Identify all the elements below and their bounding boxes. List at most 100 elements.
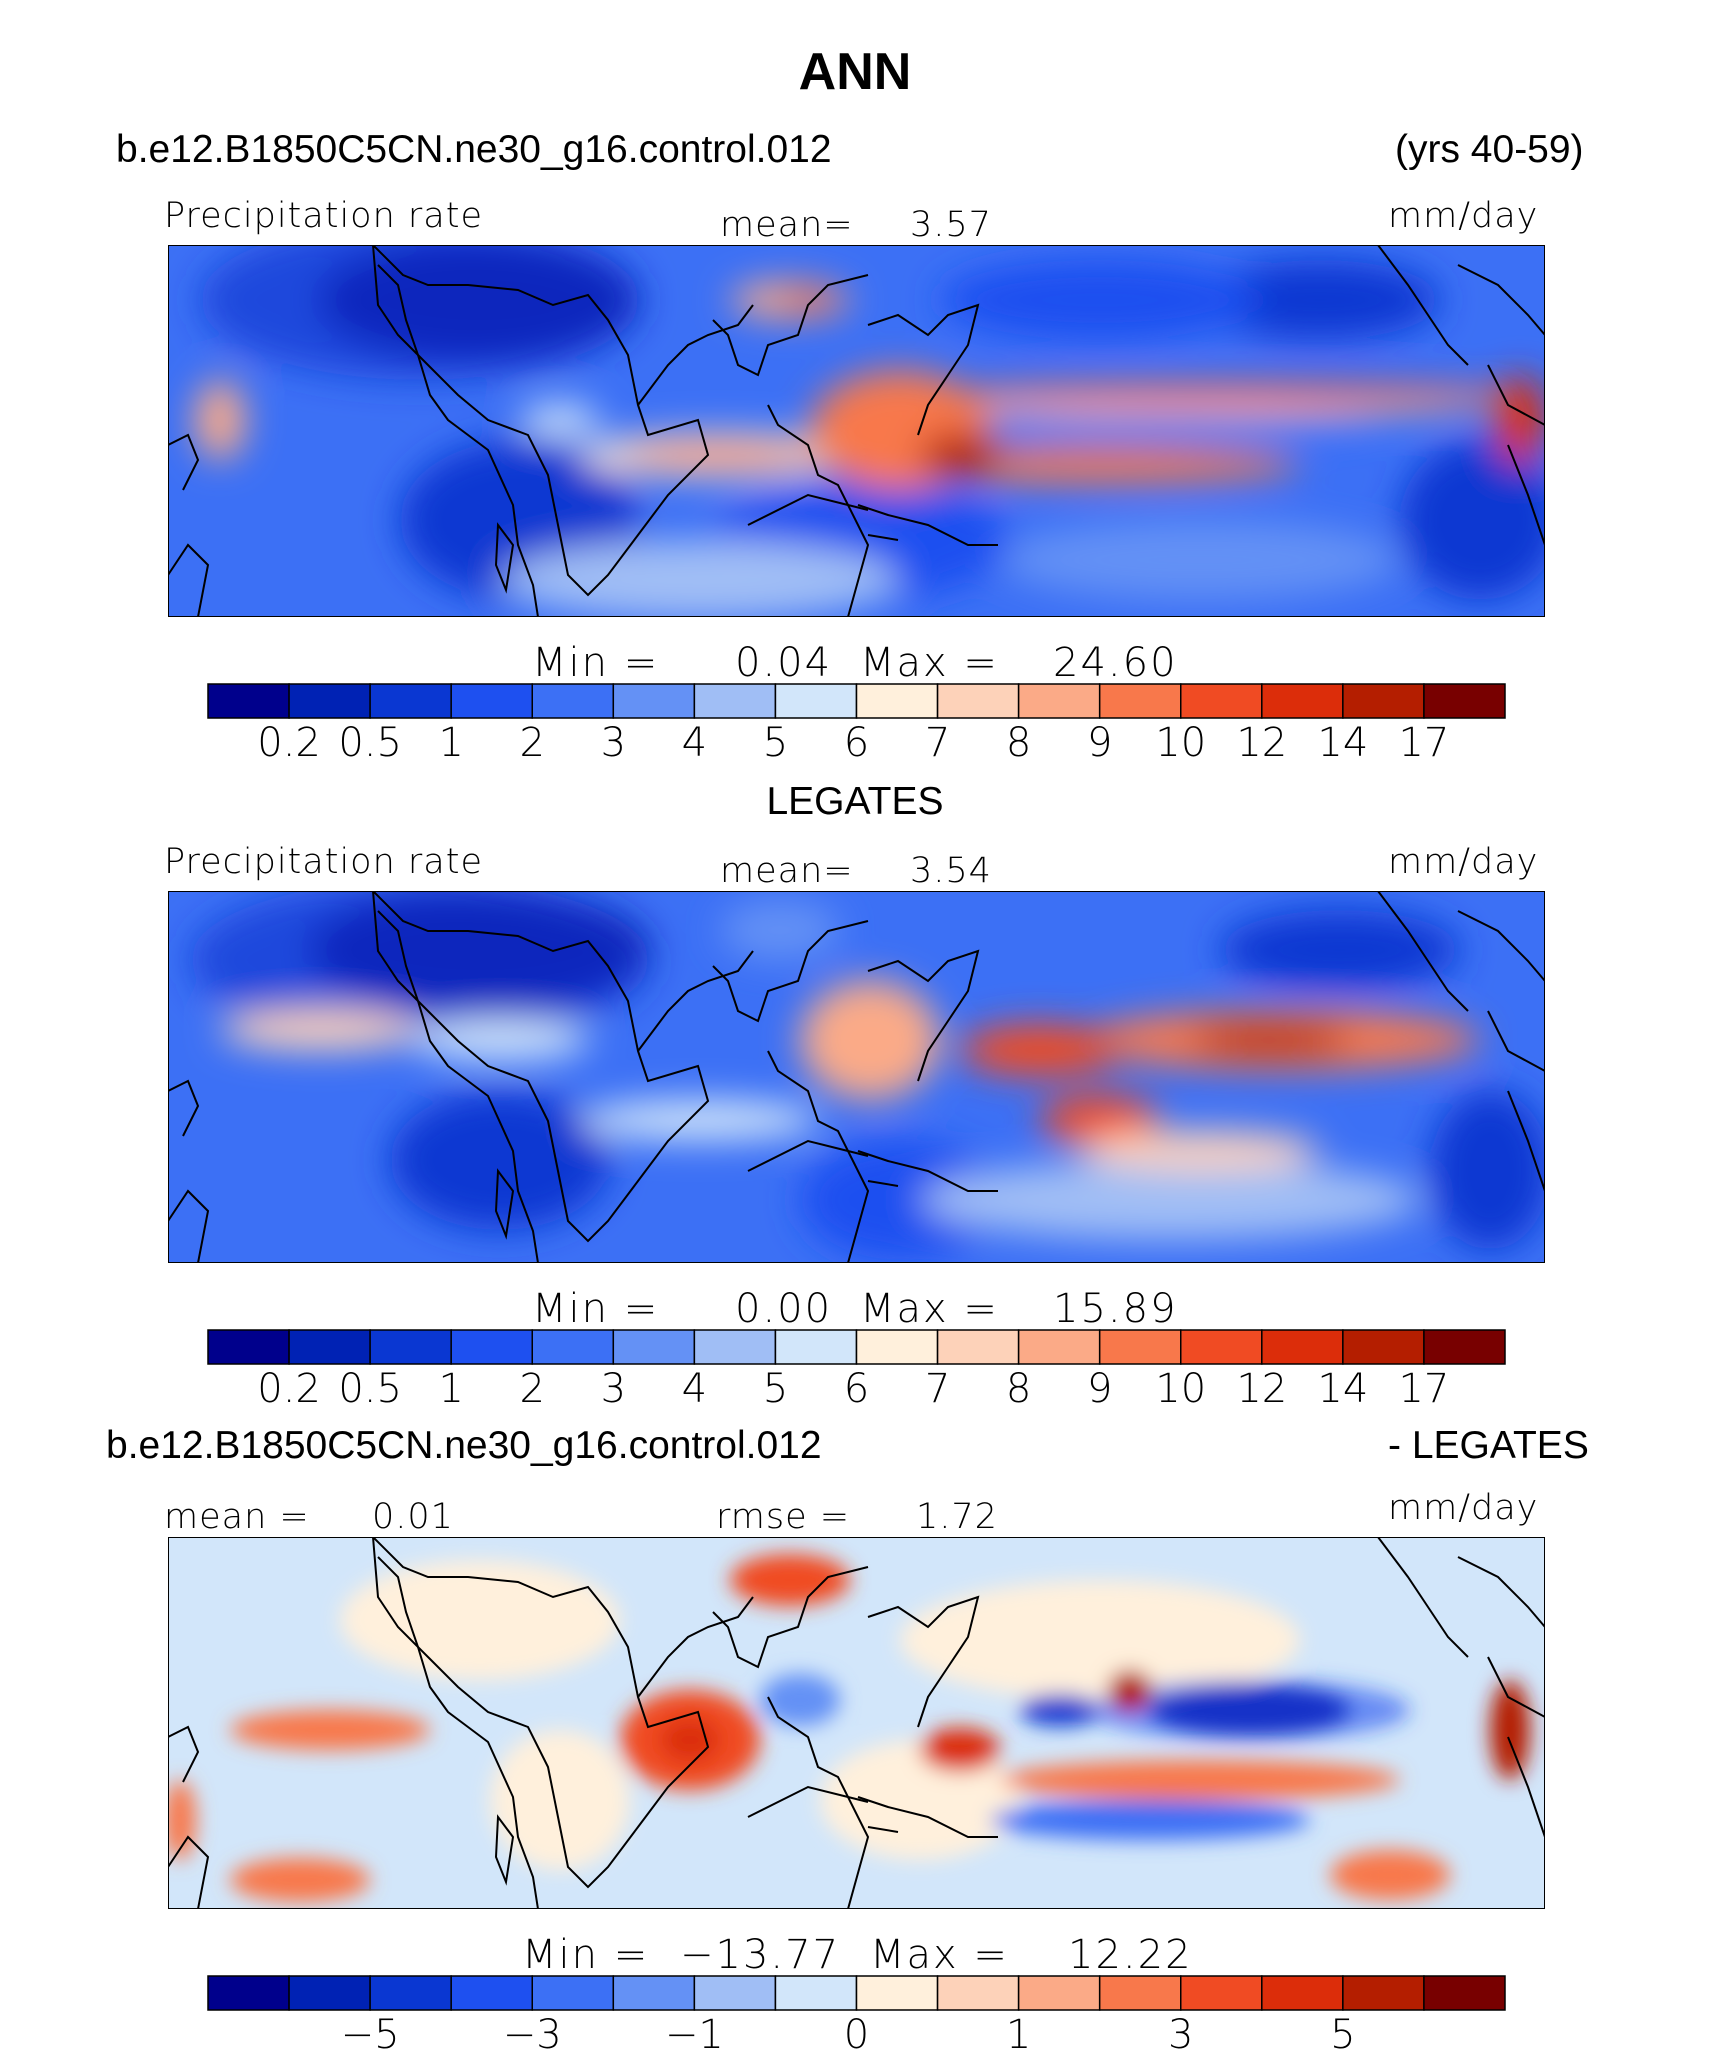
colorbar-tick-label: −1 xyxy=(664,2012,724,2058)
panel1-map xyxy=(168,245,1545,617)
colorbar-swatch xyxy=(1261,1329,1344,1365)
colorbar-tick-label: 5 xyxy=(762,720,789,766)
colorbar-swatch xyxy=(693,1329,777,1365)
colorbar-tick-label: 9 xyxy=(1086,1366,1113,1412)
panel3-max-label: Max = xyxy=(870,1932,1009,1978)
panel2-mean-value: 3.54 xyxy=(910,851,992,891)
panel1-max-value: 24.60 xyxy=(1053,640,1178,686)
colorbar-swatch xyxy=(774,1975,858,2011)
colorbar-swatch xyxy=(936,1329,1020,1365)
colorbar-tick-label: 6 xyxy=(843,1366,870,1412)
colorbar-swatch xyxy=(1017,683,1101,719)
colorbar-swatch xyxy=(1261,683,1344,719)
colorbar-tick-label: 5 xyxy=(762,1366,789,1412)
colorbar-swatch xyxy=(1342,1975,1425,2011)
colorbar-tick-label: 0.5 xyxy=(338,1366,402,1412)
colorbar-tick-label: 3 xyxy=(600,1366,627,1412)
colorbar-swatch xyxy=(450,683,533,719)
colorbar-swatch xyxy=(369,683,452,719)
panel2-variable-label: Precipitation rate xyxy=(164,842,483,882)
colorbar-swatch xyxy=(531,1329,615,1365)
panel1-colorbar xyxy=(207,683,1506,719)
panel3-mean-label: mean = xyxy=(164,1497,310,1537)
colorbar-swatch xyxy=(855,1975,939,2011)
colorbar-swatch xyxy=(612,683,696,719)
colorbar-swatch xyxy=(207,683,290,719)
colorbar-swatch xyxy=(855,1329,939,1365)
panel1-mean-label: mean= xyxy=(720,205,854,245)
colorbar-tick-label: 4 xyxy=(681,720,708,766)
colorbar-tick-label: 0 xyxy=(843,2012,870,2058)
panel2-dataset-label: LEGATES xyxy=(766,780,944,823)
colorbar-swatch xyxy=(288,1329,371,1365)
panel3-min-value: −13.77 xyxy=(680,1932,841,1978)
case-name: b.e12.B1850C5CN.ne30_g16.control.012 xyxy=(116,128,832,171)
colorbar-swatch xyxy=(693,1975,777,2011)
colorbar-swatch xyxy=(774,1329,858,1365)
colorbar-tick-label: 17 xyxy=(1398,720,1450,766)
plot-title: ANN xyxy=(798,43,912,101)
colorbar-tick-label: 12 xyxy=(1236,1366,1288,1412)
colorbar-swatch xyxy=(774,683,858,719)
panel1-mean-value: 3.57 xyxy=(910,205,992,245)
colorbar-swatch xyxy=(207,1975,290,2011)
colorbar-tick-label: 7 xyxy=(924,1366,951,1412)
colorbar-swatch xyxy=(531,1975,615,2011)
panel3-min-label: Min = xyxy=(522,1932,650,1978)
panel2-map xyxy=(168,891,1545,1263)
colorbar-tick-label: 12 xyxy=(1236,720,1288,766)
colorbar-swatch xyxy=(369,1329,452,1365)
years-label: (yrs 40-59) xyxy=(1395,128,1584,171)
colorbar-swatch xyxy=(1017,1329,1101,1365)
colorbar-swatch xyxy=(1342,683,1425,719)
colorbar-tick-label: 2 xyxy=(519,720,545,766)
diff-case-name: b.e12.B1850C5CN.ne30_g16.control.012 xyxy=(106,1424,822,1467)
panel2-mean-label: mean= xyxy=(720,851,854,891)
colorbar-swatch xyxy=(693,683,777,719)
panel3-units: mm/day xyxy=(1388,1488,1539,1528)
colorbar-swatch xyxy=(1017,1975,1101,2011)
panel2-units: mm/day xyxy=(1388,842,1539,882)
colorbar-swatch xyxy=(936,683,1020,719)
colorbar-tick-label: 0.5 xyxy=(338,720,402,766)
colorbar-swatch xyxy=(531,683,615,719)
colorbar-tick-label: 0.2 xyxy=(257,1366,321,1412)
colorbar-swatch xyxy=(612,1329,696,1365)
colorbar-swatch xyxy=(855,683,939,719)
colorbar-swatch xyxy=(1261,1975,1344,2011)
colorbar-tick-label: 14 xyxy=(1317,720,1369,766)
colorbar-tick-label: 2 xyxy=(519,1366,545,1412)
colorbar-tick-label: 14 xyxy=(1317,1366,1369,1412)
colorbar-tick-label: 1 xyxy=(438,720,464,766)
colorbar-swatch xyxy=(369,1975,452,2011)
colorbar-swatch xyxy=(1098,1975,1182,2011)
colorbar-tick-label: 8 xyxy=(1005,1366,1032,1412)
panel2-max-label: Max = xyxy=(860,1286,999,1332)
panel3-max-value: 12.22 xyxy=(1068,1932,1193,1978)
colorbar-tick-label: 10 xyxy=(1155,1366,1207,1412)
panel2-colorbar xyxy=(207,1329,1506,1365)
colorbar-tick-label: 3 xyxy=(600,720,627,766)
colorbar-tick-label: 8 xyxy=(1005,720,1032,766)
colorbar-tick-label: −3 xyxy=(502,2012,562,2058)
colorbar-swatch xyxy=(207,1329,290,1365)
colorbar-tick-label: 1 xyxy=(438,1366,464,1412)
colorbar-tick-label: 3 xyxy=(1168,2012,1194,2058)
panel2-min-label: Min = xyxy=(532,1286,660,1332)
colorbar-swatch xyxy=(1180,1329,1263,1365)
colorbar-swatch xyxy=(1423,683,1506,719)
colorbar-tick-label: 0.2 xyxy=(257,720,321,766)
colorbar-swatch xyxy=(288,683,371,719)
colorbar-swatch xyxy=(1342,1329,1425,1365)
panel3-rmse-value: 1.72 xyxy=(916,1497,998,1537)
colorbar-swatch xyxy=(1098,1329,1182,1365)
colorbar-swatch xyxy=(1180,683,1263,719)
colorbar-tick-label: 1 xyxy=(1005,2012,1032,2058)
panel1-min-label: Min = xyxy=(532,640,660,686)
panel3-map xyxy=(168,1537,1545,1909)
colorbar-tick-label: 5 xyxy=(1330,2012,1356,2058)
colorbar-swatch xyxy=(288,1975,371,2011)
colorbar-swatch xyxy=(612,1975,696,2011)
colorbar-swatch xyxy=(936,1975,1020,2011)
colorbar-swatch xyxy=(450,1975,533,2011)
